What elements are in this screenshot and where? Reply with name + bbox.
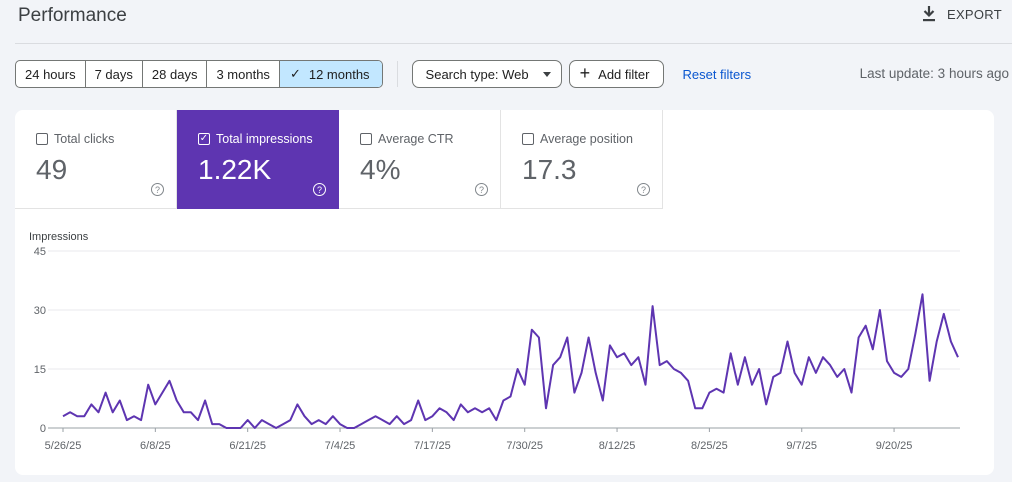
plus-icon: + [579,63,591,83]
metric-label-text: Average CTR [378,132,454,146]
x-tick-label: 6/8/25 [140,440,171,452]
range-label: 28 days [151,66,198,82]
metric-label-text: Total clicks [54,132,115,146]
y-tick-label: 15 [34,364,46,376]
last-update-text: Last update: 3 hours ago [859,66,1009,81]
metric-label-text: Total impressions [216,132,313,146]
reset-filters-link[interactable]: Reset filters [682,66,752,82]
metric-label: ✓ Total impressions [198,132,313,146]
help-icon[interactable]: ? [151,183,164,196]
x-tick-label: 9/20/25 [876,440,913,452]
search-type-dropdown[interactable]: Search type: Web [411,60,562,88]
filter-divider [396,61,398,87]
metric-label-text: Average position [540,132,633,146]
x-tick-label: 7/17/25 [414,440,451,452]
help-icon[interactable]: ? [313,183,326,196]
metric-value: 4% [360,154,401,185]
metric-average-ctr[interactable]: Average CTR 4% ? [339,110,501,209]
range-label: 12 months [308,66,370,82]
date-range-selector: 24 hours 7 days 28 days 3 months ✓ 12 mo… [15,60,383,88]
search-type-label: Search type: Web [425,66,529,82]
y-tick-label: 0 [40,423,46,435]
checkbox-icon[interactable] [522,133,534,145]
y-axis-title: Impressions [29,231,89,243]
performance-card: Total clicks 49 ? ✓ Total impressions 1.2… [15,110,994,475]
metric-tabs: Total clicks 49 ? ✓ Total impressions 1.2… [15,110,663,209]
range-3-months[interactable]: 3 months [207,61,280,87]
checkbox-icon[interactable] [360,133,372,145]
range-label: 7 days [94,66,133,82]
checkmark-icon: ✓ [289,66,301,81]
x-tick-label: 6/21/25 [229,440,266,452]
add-filter-label: Add filter [598,66,650,82]
x-tick-label: 7/30/25 [506,440,543,452]
range-28-days[interactable]: 28 days [143,61,208,87]
range-24-hours[interactable]: 24 hours [16,61,86,87]
impressions-series-line [62,293,959,429]
metric-average-position[interactable]: Average position 17.3 ? [501,110,663,209]
x-tick-label: 7/4/25 [325,440,356,452]
y-tick-label: 45 [34,246,46,258]
x-tick-label: 9/7/25 [786,440,817,452]
metric-label: Average CTR [360,132,454,146]
metric-value: 1.22K [198,154,272,185]
metric-label: Total clicks [36,132,114,146]
help-icon[interactable]: ? [637,183,650,196]
export-label: EXPORT [946,6,1002,22]
header-divider [15,43,1012,44]
metric-value: 17.3 [522,154,577,185]
range-label: 24 hours [25,66,76,82]
page-title: Performance [18,5,127,26]
x-tick-label: 8/25/25 [691,440,728,452]
checkbox-checked-icon[interactable]: ✓ [198,133,210,145]
metric-total-clicks[interactable]: Total clicks 49 ? [15,110,177,209]
checkbox-icon[interactable] [36,133,48,145]
filter-bar: 24 hours 7 days 28 days 3 months ✓ 12 mo… [15,60,751,88]
range-label: 3 months [216,66,270,82]
add-filter-button[interactable]: + Add filter [568,60,665,88]
download-icon [922,6,935,22]
metric-total-impressions[interactable]: ✓ Total impressions 1.22K ? [177,110,339,209]
range-12-months[interactable]: ✓ 12 months [279,61,382,87]
x-tick-label: 8/12/25 [599,440,636,452]
dropdown-arrow-icon [542,71,551,77]
impressions-chart[interactable]: Impressions 0 15 30 45 5/26/25 6/8/25 6/21/25… [15,220,994,470]
x-tick-label: 5/26/25 [45,440,82,452]
top-bar: Performance EXPORT [0,0,1012,36]
metric-value: 49 [36,154,68,185]
export-button[interactable]: EXPORT [921,5,1002,23]
metric-label: Average position [522,132,633,146]
range-7-days[interactable]: 7 days [86,61,143,87]
help-icon[interactable]: ? [475,183,488,196]
y-tick-label: 30 [34,305,46,317]
